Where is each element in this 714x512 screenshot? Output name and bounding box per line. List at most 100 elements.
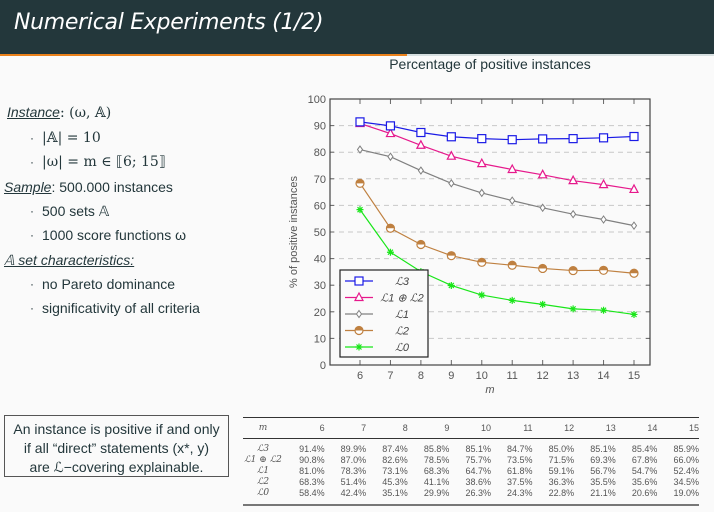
x-tick-label: 13 bbox=[567, 370, 579, 382]
x-axis-label: m bbox=[485, 384, 494, 396]
table-cell: 67.8% bbox=[631, 455, 658, 465]
table-header-cell: 10 bbox=[449, 417, 491, 439]
table-cell: 85.4% bbox=[631, 444, 658, 454]
data-point bbox=[417, 268, 425, 276]
data-point bbox=[569, 305, 577, 313]
bullet-icon: · bbox=[30, 155, 34, 169]
data-point bbox=[416, 239, 426, 250]
data-point bbox=[446, 150, 457, 160]
data-point bbox=[508, 296, 516, 304]
y-tick-label: 20 bbox=[314, 307, 326, 319]
data-point bbox=[630, 221, 638, 230]
table-row-label: ℒ1 bbox=[256, 466, 270, 476]
set-characteristics-label: 𝔸 set characteristics: bbox=[4, 252, 135, 268]
table-cell: 85.1% bbox=[465, 444, 491, 454]
set-item: no Pareto dominance bbox=[42, 276, 176, 292]
table-cell: 75.7% bbox=[465, 455, 491, 465]
progress-bar bbox=[0, 54, 407, 56]
sample-label: Sample bbox=[4, 179, 52, 195]
y-tick-label: 30 bbox=[314, 280, 326, 292]
data-point bbox=[385, 223, 396, 233]
x-tick-label: 12 bbox=[537, 370, 549, 382]
data-point bbox=[538, 263, 548, 274]
definition-line: if all “direct” statements (x*, y) bbox=[23, 440, 210, 456]
table-cell: 45.3% bbox=[382, 477, 408, 487]
results-table: m 6 7 8 9 10 11 12 13 14 15 ℒ3 91.4% 89.9% 87.4% 85.8%… bbox=[243, 417, 699, 506]
table-cell: 73.5% bbox=[507, 455, 533, 465]
slide-header: Numerical Experiments (1/2) bbox=[0, 0, 714, 54]
table-cell: 71.5% bbox=[548, 455, 575, 465]
table-cell: 78.5% bbox=[423, 455, 450, 465]
table-cell: 52.4% bbox=[673, 466, 699, 476]
legend-label: ℒ0 bbox=[395, 342, 410, 354]
table-header-cell: 9 bbox=[407, 417, 450, 439]
table-cell: 81.0% bbox=[299, 466, 325, 476]
table-cell: 54.7% bbox=[631, 466, 658, 476]
data-point bbox=[356, 206, 364, 214]
bullet-icon: · bbox=[30, 301, 34, 315]
data-point bbox=[417, 166, 425, 175]
data-point bbox=[598, 178, 609, 189]
legend-marker bbox=[355, 309, 363, 319]
table-cell: 41.1% bbox=[423, 477, 450, 487]
data-point bbox=[356, 145, 364, 154]
legend-label: ℒ1 ⊕ ℒ2 bbox=[380, 293, 423, 305]
instance-value: : (ω, 𝔸) bbox=[59, 105, 112, 121]
legend-label: ℒ1 bbox=[395, 309, 409, 321]
x-tick-label: 15 bbox=[628, 370, 640, 382]
table-header-cell: 15 bbox=[657, 417, 699, 439]
series-line bbox=[359, 182, 635, 274]
table-cell: 35.1% bbox=[366, 488, 408, 506]
data-point bbox=[629, 268, 639, 278]
data-point bbox=[355, 117, 365, 127]
data-point bbox=[598, 265, 609, 275]
legend-label: ℒ3 bbox=[395, 276, 410, 288]
sample-item: 1000 score functions ω bbox=[42, 227, 187, 243]
data-point bbox=[598, 133, 609, 143]
data-point bbox=[538, 134, 548, 144]
table-cell: 37.5% bbox=[507, 477, 533, 487]
table-row-label: ℒ0 bbox=[243, 488, 283, 506]
table-cell: 61.8% bbox=[507, 466, 533, 476]
table-cell: 24.3% bbox=[490, 488, 533, 506]
table-cell: 78.3% bbox=[340, 466, 367, 476]
x-tick-label: 10 bbox=[476, 370, 488, 382]
x-tick-label: 7 bbox=[387, 370, 393, 382]
instance-line: Instance: (ω, 𝔸) bbox=[7, 104, 111, 121]
table-cell: 64.7% bbox=[465, 466, 491, 476]
data-point bbox=[386, 248, 394, 256]
table-row: ℒ0 58.4% 42.4% 35.1% 29.9% 26.3% 24.3% 22.8% 21.… bbox=[243, 488, 699, 506]
table-cell: 26.3% bbox=[449, 488, 491, 506]
table-cell: 85.1% bbox=[590, 444, 616, 454]
y-axis-label: % of positive instances bbox=[288, 176, 300, 288]
instance-item: |𝔸| = 10 bbox=[42, 130, 101, 146]
data-point bbox=[569, 209, 577, 219]
table-cell: 69.3% bbox=[590, 455, 616, 465]
bullet-icon: · bbox=[30, 277, 34, 291]
data-point bbox=[385, 127, 396, 138]
table-header-cell: 13 bbox=[574, 417, 616, 439]
series-line bbox=[359, 122, 635, 191]
table-cell: 19.0% bbox=[657, 488, 699, 506]
table-cell: 73.1% bbox=[382, 466, 408, 476]
table-header-cell: 14 bbox=[615, 417, 658, 439]
x-tick-label: 6 bbox=[357, 370, 363, 382]
data-point bbox=[448, 178, 455, 188]
x-tick-label: 11 bbox=[507, 370, 518, 382]
data-point bbox=[568, 174, 579, 185]
table-cell: 82.6% bbox=[382, 455, 408, 465]
table-cell: 56.7% bbox=[590, 466, 616, 476]
data-point bbox=[630, 310, 638, 318]
table-cell: 68.3% bbox=[299, 477, 325, 487]
data-point bbox=[539, 300, 547, 308]
series-line bbox=[359, 148, 635, 227]
table-cell: 20.6% bbox=[615, 488, 658, 506]
table-header-row: m 6 7 8 9 10 11 12 13 14 15 bbox=[243, 417, 699, 439]
y-tick-label: 50 bbox=[314, 227, 326, 239]
table-cell: 42.4% bbox=[324, 488, 367, 506]
table-cell: 22.8% bbox=[532, 488, 575, 506]
table-cell: 90.8% bbox=[299, 455, 325, 465]
data-point bbox=[387, 152, 394, 162]
table-cell: 21.1% bbox=[574, 488, 616, 506]
data-point bbox=[385, 121, 396, 131]
